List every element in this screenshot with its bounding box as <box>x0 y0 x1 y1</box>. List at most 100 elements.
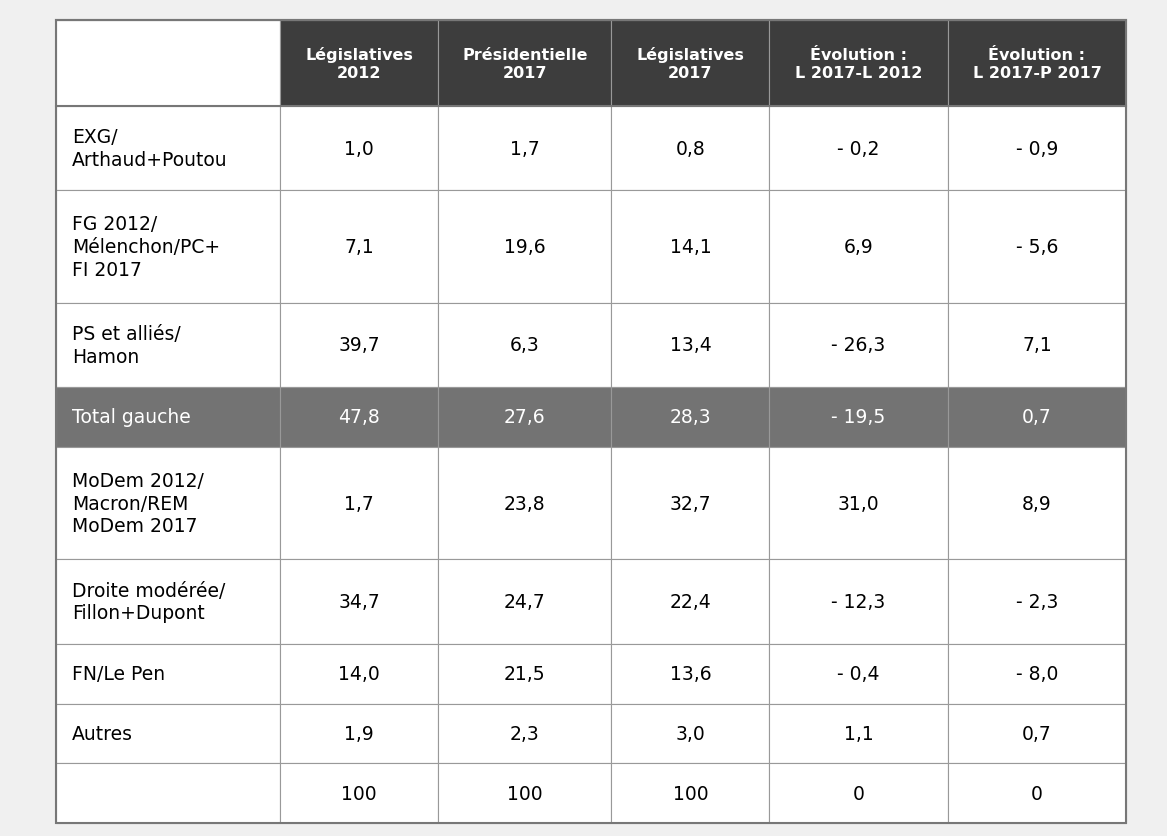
Bar <box>612 644 769 704</box>
Text: Législatives
2012: Législatives 2012 <box>306 47 413 81</box>
Text: 6,9: 6,9 <box>844 237 873 257</box>
Text: 7,1: 7,1 <box>1022 336 1051 355</box>
Text: 24,7: 24,7 <box>504 593 546 611</box>
Text: 14,0: 14,0 <box>338 665 380 683</box>
Text: EXG/
Arthaud+Poutou: EXG/ Arthaud+Poutou <box>71 128 228 170</box>
Bar <box>280 191 439 303</box>
Bar <box>769 763 948 823</box>
Text: 1,1: 1,1 <box>844 724 873 743</box>
Bar <box>948 447 1126 560</box>
Text: Législatives
2017: Législatives 2017 <box>636 47 745 81</box>
Text: - 5,6: - 5,6 <box>1015 237 1058 257</box>
Bar <box>769 303 948 388</box>
Text: 100: 100 <box>506 784 543 803</box>
Text: Présidentielle
2017: Présidentielle 2017 <box>462 48 588 80</box>
Bar <box>56 191 280 303</box>
Text: 100: 100 <box>672 784 708 803</box>
Text: Total gauche: Total gauche <box>71 408 190 427</box>
Bar <box>612 763 769 823</box>
Bar <box>439 447 612 560</box>
Text: - 8,0: - 8,0 <box>1015 665 1058 683</box>
Bar <box>56 644 280 704</box>
Text: 6,3: 6,3 <box>510 336 539 355</box>
Bar <box>56 704 280 763</box>
Bar <box>948 704 1126 763</box>
Bar <box>56 21 280 107</box>
Text: 19,6: 19,6 <box>504 237 546 257</box>
Text: Évolution :
L 2017-P 2017: Évolution : L 2017-P 2017 <box>972 48 1102 80</box>
Text: Droite modérée/
Fillon+Dupont: Droite modérée/ Fillon+Dupont <box>71 581 225 623</box>
Text: 3,0: 3,0 <box>676 724 705 743</box>
Bar <box>439 303 612 388</box>
Text: 32,7: 32,7 <box>670 494 711 513</box>
Bar <box>612 704 769 763</box>
Text: - 12,3: - 12,3 <box>832 593 886 611</box>
Text: 39,7: 39,7 <box>338 336 380 355</box>
Text: 0: 0 <box>1030 784 1043 803</box>
Text: - 0,4: - 0,4 <box>838 665 880 683</box>
Bar <box>439 191 612 303</box>
Bar <box>56 447 280 560</box>
Bar <box>280 447 439 560</box>
Bar <box>439 704 612 763</box>
Text: 1,9: 1,9 <box>344 724 375 743</box>
Bar <box>769 560 948 644</box>
Bar <box>948 763 1126 823</box>
Text: 7,1: 7,1 <box>344 237 375 257</box>
Bar <box>769 447 948 560</box>
Text: 0,7: 0,7 <box>1022 724 1051 743</box>
Bar <box>612 191 769 303</box>
Text: 0,7: 0,7 <box>1022 408 1051 427</box>
Bar <box>280 303 439 388</box>
Bar <box>769 704 948 763</box>
Text: 28,3: 28,3 <box>670 408 711 427</box>
Text: FG 2012/
Mélenchon/PC+
FI 2017: FG 2012/ Mélenchon/PC+ FI 2017 <box>71 215 219 279</box>
Bar <box>439 21 612 107</box>
Text: 47,8: 47,8 <box>338 408 380 427</box>
Text: Évolution :
L 2017-L 2012: Évolution : L 2017-L 2012 <box>795 48 922 80</box>
Text: - 0,9: - 0,9 <box>1015 140 1058 159</box>
Bar <box>612 107 769 191</box>
Bar <box>56 560 280 644</box>
Bar <box>948 560 1126 644</box>
Bar <box>769 191 948 303</box>
Text: 31,0: 31,0 <box>838 494 880 513</box>
Text: 22,4: 22,4 <box>670 593 712 611</box>
Bar <box>56 303 280 388</box>
Bar <box>280 644 439 704</box>
Bar <box>948 21 1126 107</box>
Text: 27,6: 27,6 <box>504 408 546 427</box>
Text: 0: 0 <box>853 784 865 803</box>
Bar <box>439 388 612 447</box>
Text: PS et alliés/
Hamon: PS et alliés/ Hamon <box>71 324 181 366</box>
Bar <box>280 704 439 763</box>
Text: 8,9: 8,9 <box>1022 494 1051 513</box>
Text: 0,8: 0,8 <box>676 140 705 159</box>
Bar <box>56 763 280 823</box>
Bar <box>439 560 612 644</box>
Bar <box>56 388 280 447</box>
Text: Autres: Autres <box>71 724 133 743</box>
Bar <box>612 447 769 560</box>
Bar <box>439 644 612 704</box>
Text: - 26,3: - 26,3 <box>832 336 886 355</box>
Text: - 0,2: - 0,2 <box>838 140 880 159</box>
Bar <box>280 560 439 644</box>
Text: - 19,5: - 19,5 <box>832 408 886 427</box>
Bar <box>769 21 948 107</box>
Bar <box>612 388 769 447</box>
Bar <box>439 107 612 191</box>
Bar <box>948 644 1126 704</box>
Bar <box>769 644 948 704</box>
Bar <box>948 191 1126 303</box>
Text: MoDem 2012/
Macron/REM
MoDem 2017: MoDem 2012/ Macron/REM MoDem 2017 <box>71 472 203 536</box>
Bar <box>280 763 439 823</box>
Text: 1,0: 1,0 <box>344 140 375 159</box>
Text: 2,3: 2,3 <box>510 724 539 743</box>
Bar <box>280 21 439 107</box>
Bar <box>439 763 612 823</box>
Text: 100: 100 <box>342 784 377 803</box>
Bar <box>280 107 439 191</box>
Bar <box>948 303 1126 388</box>
Bar <box>769 388 948 447</box>
